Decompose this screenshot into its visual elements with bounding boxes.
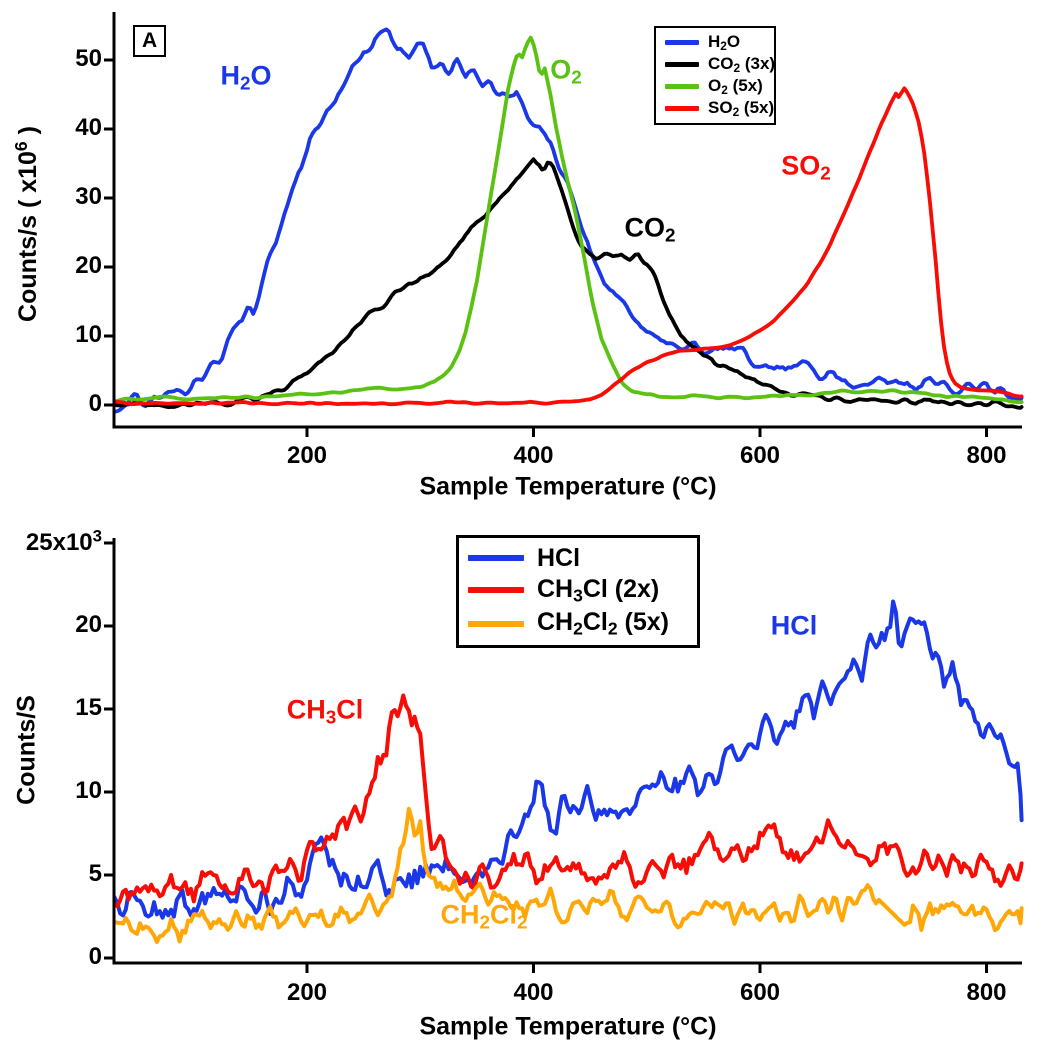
axis-spines xyxy=(112,12,1022,429)
series-ch3cl-curve xyxy=(112,693,1024,909)
panel-top-gases: Sample Temperature (°C) Counts/s ( x106 … xyxy=(0,0,1043,520)
axis-spines xyxy=(112,538,1022,965)
series-so2-curve xyxy=(112,86,1024,407)
series-o2-curve xyxy=(112,35,1024,405)
panel-bottom-chlorines: Sample Temperature (°C) Counts/S 0 5 10 15 2… xyxy=(0,520,1043,1058)
series-hcl-curve xyxy=(112,599,1024,920)
top-chart-canvas xyxy=(104,12,1024,437)
bottom-chart-canvas xyxy=(104,538,1024,973)
series-h2o-curve xyxy=(112,27,1024,414)
series-co2-curve xyxy=(112,157,1024,410)
series-ch2cl2-curve xyxy=(112,806,1024,944)
